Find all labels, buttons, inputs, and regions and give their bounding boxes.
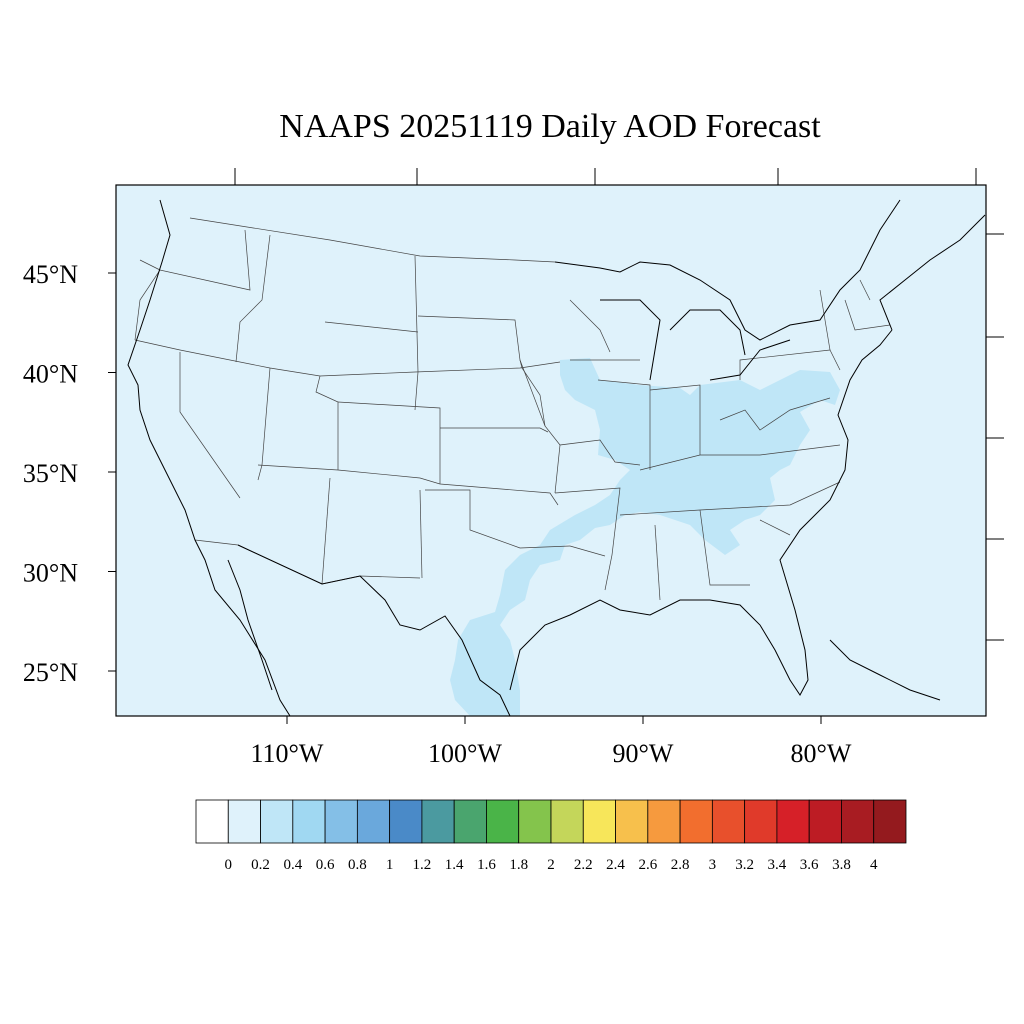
colorbar-swatch [356,799,391,844]
map-title: NAAPS 20251119 Daily AOD Forecast [279,108,821,145]
colorbar-swatch [776,799,810,844]
colorbar-swatch [324,799,358,844]
lat-label: 25°N [23,658,78,687]
colorbar-swatch [679,799,713,844]
lon-label: 100°W [428,739,502,768]
aod-plume-region [450,358,840,716]
colorbar-swatch [421,799,455,844]
colorbar-swatch [292,799,326,844]
colorbar-swatch [453,799,487,844]
colorbar-swatch [550,799,584,844]
colorbar-label: 0.8 [348,857,367,873]
lon-label: 80°W [791,739,852,768]
coastline [127,199,986,717]
axis-ticks [108,168,1004,724]
colorbar-label: 0.6 [316,857,335,873]
colorbar-swatch [744,799,778,844]
colorbar-label: 0.4 [283,857,302,873]
colorbar-label: 1 [386,857,394,873]
colorbar-label: 2.2 [574,857,593,873]
colorbar-swatch [841,799,875,844]
colorbar-swatch [647,799,681,844]
colorbar-label: 3.2 [735,857,754,873]
colorbar-label: 1.8 [509,857,528,873]
colorbar-swatch [260,799,294,844]
colorbar-label: 1.2 [413,857,432,873]
lat-label: 35°N [23,459,78,488]
colorbar [195,799,907,844]
colorbar-label: 3 [709,857,717,873]
map-frame [115,184,987,717]
colorbar-label: 0 [225,857,233,873]
colorbar-label: 1.6 [477,857,496,873]
lat-label: 45°N [23,260,78,289]
colorbar-swatch [582,799,616,844]
colorbar-swatch [389,799,423,844]
lon-label: 110°W [251,739,324,768]
colorbar-swatch [615,799,649,844]
colorbar-swatch [711,799,746,844]
colorbar-label: 3.4 [768,857,787,873]
colorbar-label: 2.6 [638,857,657,873]
colorbar-label: 2 [547,857,555,873]
lon-label: 90°W [613,739,674,768]
colorbar-swatch [518,799,552,844]
lat-label: 40°N [23,360,78,389]
colorbar-label: 2.4 [606,857,625,873]
colorbar-swatch [227,799,261,844]
colorbar-label: 0.2 [251,857,270,873]
axis-labels: 45°N 40°N 35°N 30°N 25°N 110°W 100°W 90°W 80°W [23,260,852,768]
colorbar-swatch [486,799,520,844]
lat-label: 30°N [23,559,78,588]
colorbar-label: 3.6 [800,857,819,873]
colorbar-label: 3.8 [832,857,851,873]
colorbar-label: 1.4 [445,857,464,873]
colorbar-swatch [873,799,907,844]
colorbar-label: 2.8 [671,857,690,873]
colorbar-label: 4 [870,857,878,873]
colorbar-swatch [195,799,229,844]
colorbar-labels: 0 0.2 0.4 0.6 0.8 1 1.2 1.4 1.6 1.8 2 2.2 2.4 2.6 2.8 3… [225,857,878,873]
map-background [116,185,986,716]
colorbar-swatch [808,799,842,844]
